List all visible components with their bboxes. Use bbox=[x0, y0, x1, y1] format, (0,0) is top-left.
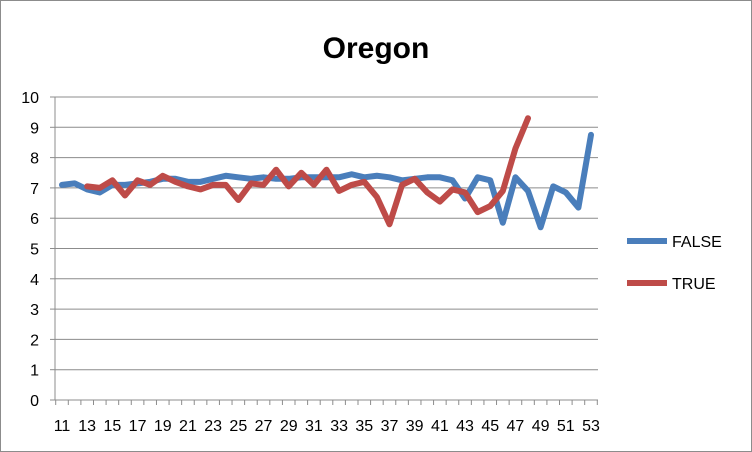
gridlines bbox=[55, 96, 598, 371]
y-tick-label: 4 bbox=[30, 272, 39, 289]
y-tick-label: 6 bbox=[30, 211, 39, 228]
x-tick-label: 27 bbox=[255, 418, 273, 435]
x-tick-label: 13 bbox=[78, 418, 96, 435]
series-lines bbox=[59, 115, 594, 231]
x-tick-label: 15 bbox=[103, 418, 121, 435]
x-tick-label: 11 bbox=[54, 418, 71, 435]
legend-label-false: FALSE bbox=[672, 234, 722, 251]
x-tick-label: 47 bbox=[507, 418, 525, 435]
y-tick-label: 9 bbox=[30, 120, 39, 137]
chart-title: Oregon bbox=[323, 32, 430, 65]
y-tick-label: 7 bbox=[30, 181, 39, 198]
legend-label-true: TRUE bbox=[672, 276, 716, 293]
x-tick-label: 25 bbox=[229, 418, 247, 435]
y-tick-label: 2 bbox=[30, 332, 39, 349]
x-tick-label: 17 bbox=[129, 418, 147, 435]
x-tick-label: 43 bbox=[456, 418, 474, 435]
x-tick-label: 39 bbox=[406, 418, 424, 435]
x-tick-label: 33 bbox=[330, 418, 348, 435]
x-tick-label: 53 bbox=[582, 418, 600, 435]
x-tick-label: 19 bbox=[154, 418, 172, 435]
y-tick-label: 10 bbox=[21, 90, 39, 107]
series-line-true bbox=[84, 115, 532, 228]
y-tick-label: 0 bbox=[30, 393, 39, 410]
x-tick-label: 29 bbox=[280, 418, 298, 435]
y-tick-label: 3 bbox=[30, 302, 39, 319]
legend: FALSE TRUE bbox=[627, 234, 722, 293]
y-tick-label: 1 bbox=[30, 363, 39, 380]
y-tick-label: 5 bbox=[30, 242, 39, 259]
x-tick-label: 41 bbox=[431, 418, 449, 435]
x-tick-label: 37 bbox=[381, 418, 399, 435]
x-tick-label: 45 bbox=[481, 418, 499, 435]
x-tick-label: 49 bbox=[532, 418, 550, 435]
x-tick-label: 23 bbox=[204, 418, 222, 435]
x-tick-label: 31 bbox=[305, 418, 323, 435]
x-tick-label: 35 bbox=[355, 418, 373, 435]
x-tick-label: 21 bbox=[179, 418, 197, 435]
x-tick-label: 51 bbox=[557, 418, 575, 435]
y-tick-label: 8 bbox=[30, 151, 39, 168]
